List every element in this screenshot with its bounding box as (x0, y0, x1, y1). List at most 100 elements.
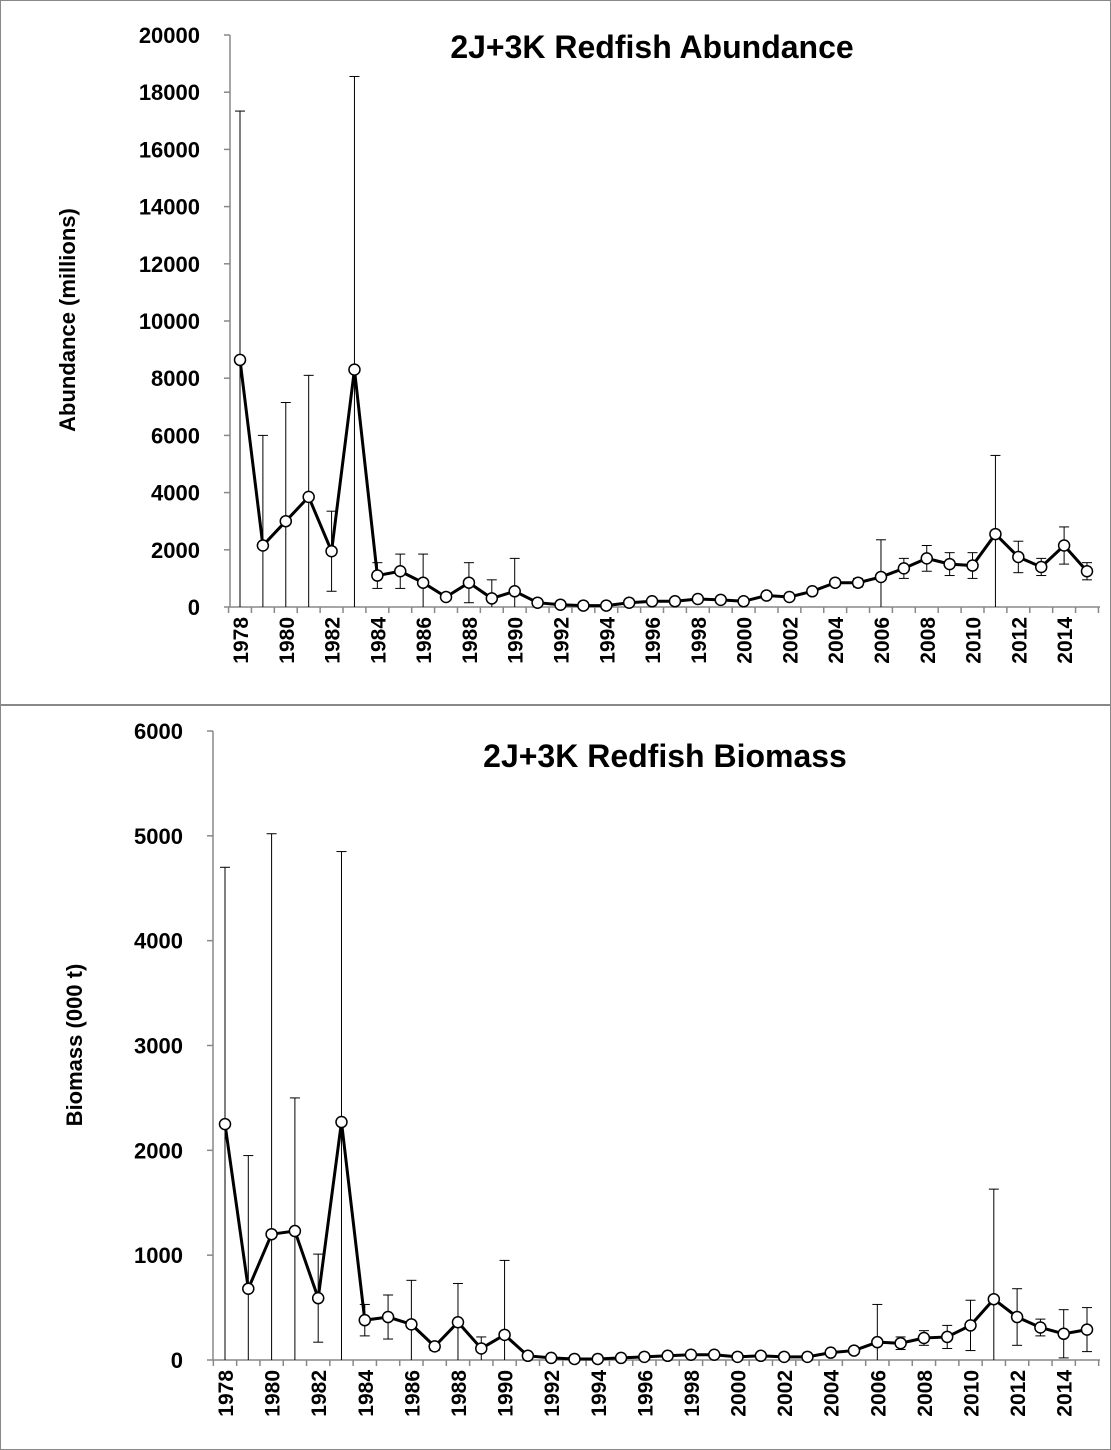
data-point (1057, 1327, 1070, 1341)
data-point (544, 1351, 558, 1365)
data-point (714, 593, 727, 607)
x-tick-label: 1982 (308, 1370, 331, 1417)
x-tick-label: 2014 (1054, 1370, 1077, 1417)
y-tick-label: 10000 (139, 309, 200, 334)
x-tick-label: 2010 (961, 1370, 984, 1417)
data-point (568, 1352, 581, 1366)
x-tick-label: 1982 (322, 617, 345, 664)
x-tick-label: 2012 (1007, 1370, 1030, 1417)
data-point (824, 1346, 837, 1359)
data-point (661, 1349, 674, 1363)
data-line (238, 359, 1089, 608)
data-point (801, 1350, 814, 1364)
data-point (358, 1313, 372, 1327)
data-point (265, 1227, 278, 1241)
data-point (987, 1292, 1001, 1306)
data-point (521, 1349, 535, 1363)
x-tick-label: 2012 (1008, 617, 1031, 664)
x-tick-label: 2000 (734, 617, 757, 664)
data-point (920, 552, 934, 565)
data-point (760, 589, 773, 602)
y-tick-label: 12000 (139, 252, 200, 277)
data-point (508, 585, 521, 598)
data-point (475, 1342, 488, 1355)
x-tick-label: 2008 (914, 1370, 937, 1417)
data-point (754, 1349, 768, 1363)
y-tick-label: 0 (171, 1348, 183, 1373)
data-point (1034, 560, 1048, 574)
x-tick-label: 2006 (867, 1370, 890, 1417)
y-tick-label: 20000 (139, 23, 200, 48)
data-point (311, 1291, 325, 1305)
data-point (943, 557, 956, 571)
data-point (1012, 550, 1025, 564)
x-tick-label: 2002 (779, 617, 802, 664)
data-point (940, 1330, 954, 1344)
data-point (684, 1348, 698, 1362)
y-tick-label: 4000 (134, 929, 183, 954)
x-tick-label: 1980 (262, 1370, 285, 1417)
y-tick-label: 2000 (151, 538, 200, 563)
panel-border (0, 0, 1111, 705)
x-tick-label: 2014 (1054, 617, 1077, 664)
data-point (668, 595, 682, 608)
data-point (874, 570, 888, 584)
y-axis-label: Biomass (000 t) (62, 964, 87, 1127)
data-point (1080, 565, 1094, 578)
data-point (451, 1316, 465, 1329)
data-point (381, 1310, 395, 1324)
data-point (288, 1224, 302, 1238)
data-point (279, 514, 293, 528)
data-point (828, 576, 842, 589)
data-point (600, 599, 613, 612)
data-point (325, 544, 338, 558)
data-point (645, 595, 659, 608)
x-tick-label: 2002 (774, 1370, 797, 1417)
data-point (242, 1282, 255, 1295)
x-tick-label: 1978 (230, 617, 253, 664)
y-tick-label: 16000 (139, 137, 200, 162)
data-point (707, 1348, 721, 1362)
data-point (498, 1328, 511, 1342)
x-tick-label: 1996 (642, 617, 665, 664)
y-tick-label: 3000 (134, 1034, 183, 1059)
y-tick-label: 6000 (134, 719, 183, 744)
data-point (348, 363, 361, 376)
x-tick-label: 1986 (413, 617, 436, 664)
data-point (256, 539, 270, 552)
x-tick-label: 2004 (821, 1370, 844, 1417)
data-point (218, 1117, 232, 1131)
chart-title: 2J+3K Redfish Abundance (450, 29, 853, 65)
data-point (1057, 539, 1071, 552)
data-point (897, 562, 911, 575)
x-tick-label: 1984 (355, 1370, 378, 1417)
data-point (622, 596, 636, 609)
data-point (439, 590, 453, 604)
chart-title: 2J+3K Redfish Biomass (483, 738, 847, 774)
data-point (917, 1331, 931, 1345)
x-tick-label: 1998 (681, 1370, 704, 1417)
y-tick-label: 6000 (151, 423, 200, 448)
y-tick-label: 14000 (139, 195, 200, 220)
data-point (335, 1115, 348, 1129)
x-tick-label: 2000 (728, 1370, 751, 1417)
data-point (806, 585, 819, 598)
x-tick-label: 1992 (550, 617, 573, 664)
x-tick-label: 1996 (634, 1370, 657, 1417)
data-point (371, 569, 384, 582)
x-tick-label: 1988 (459, 617, 482, 664)
x-tick-label: 1980 (276, 617, 299, 664)
data-point (894, 1336, 907, 1350)
data-point (416, 576, 430, 589)
data-point (1010, 1310, 1024, 1324)
data-point (851, 576, 865, 589)
y-tick-label: 4000 (151, 481, 200, 506)
x-tick-label: 1990 (495, 1370, 518, 1417)
data-point (966, 559, 979, 572)
data-point (691, 592, 705, 606)
x-tick-label: 1986 (401, 1370, 424, 1417)
data-point (531, 596, 544, 609)
data-point (638, 1350, 651, 1364)
data-point (1080, 1323, 1094, 1336)
